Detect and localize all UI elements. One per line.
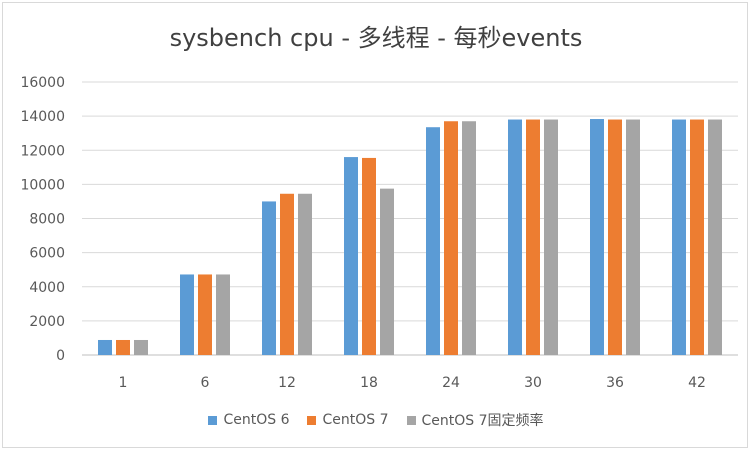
bar-centos-7固定频率-18 — [380, 188, 394, 355]
bar-centos-7固定频率-12 — [298, 193, 312, 355]
bar-centos-6-1 — [98, 339, 112, 355]
bar-centos-6-42 — [672, 119, 686, 355]
bar-centos-6-24 — [426, 127, 440, 355]
x-tick-label: 42 — [688, 375, 706, 391]
x-tick-label: 24 — [442, 375, 460, 391]
bar-centos-7固定频率-1 — [134, 339, 148, 355]
bar-centos-7-1 — [116, 339, 130, 355]
y-tick-label: 0 — [56, 348, 65, 364]
bar-centos-7固定频率-30 — [544, 119, 558, 355]
bar-centos-7固定频率-24 — [462, 121, 476, 356]
bar-centos-7固定频率-36 — [626, 119, 640, 355]
legend-item-centos6: CentOS 6 — [208, 410, 289, 430]
legend-item-centos7: CentOS 7 — [307, 410, 389, 430]
legend-label-centos7-fixed: CentOS 7固定频率 — [421, 413, 544, 429]
x-tick-label: 18 — [360, 375, 378, 391]
legend-label-centos7: CentOS 7 — [322, 412, 389, 428]
y-tick-label: 4000 — [29, 280, 65, 296]
y-tick-label: 12000 — [20, 143, 65, 159]
bar-centos-7-30 — [526, 119, 540, 355]
x-tick-label: 6 — [201, 375, 210, 391]
x-tick-label: 36 — [606, 375, 624, 391]
bar-centos-7-42 — [690, 119, 704, 355]
bar-centos-7固定频率-42 — [708, 119, 722, 355]
legend-item-centos7-fixed: CentOS 7固定频率 — [406, 410, 544, 430]
x-tick-label: 12 — [278, 375, 296, 391]
y-tick-label: 6000 — [29, 246, 65, 262]
bar-centos-6-36 — [590, 119, 604, 355]
legend-swatch-centos6 — [208, 415, 218, 425]
legend-swatch-centos7 — [307, 415, 317, 425]
y-tick-label: 10000 — [20, 177, 65, 193]
x-tick-label: 30 — [524, 375, 542, 391]
x-tick-label: 1 — [119, 375, 128, 391]
y-tick-label: 14000 — [20, 109, 65, 125]
bar-centos-7-24 — [444, 121, 458, 356]
bar-centos-7-6 — [198, 274, 212, 355]
bar-centos-7固定频率-6 — [216, 274, 230, 355]
y-tick-label: 2000 — [29, 314, 65, 330]
chart-title: sysbench cpu - 多线程 - 每秒events — [169, 24, 583, 52]
bar-centos-7-18 — [362, 157, 376, 355]
chart-legend: CentOS 6 CentOS 7 CentOS 7固定频率 — [0, 410, 752, 430]
bar-centos-6-30 — [508, 119, 522, 355]
bar-centos-6-6 — [180, 274, 194, 355]
bar-centos-7-12 — [280, 193, 294, 355]
bar-centos-6-18 — [344, 157, 358, 355]
legend-swatch-centos7-fixed — [406, 415, 416, 425]
bar-centos-6-12 — [262, 201, 276, 355]
y-tick-label: 8000 — [29, 212, 65, 228]
legend-label-centos6: CentOS 6 — [223, 412, 290, 428]
bar-centos-7-36 — [608, 119, 622, 355]
y-tick-label: 16000 — [20, 75, 65, 91]
